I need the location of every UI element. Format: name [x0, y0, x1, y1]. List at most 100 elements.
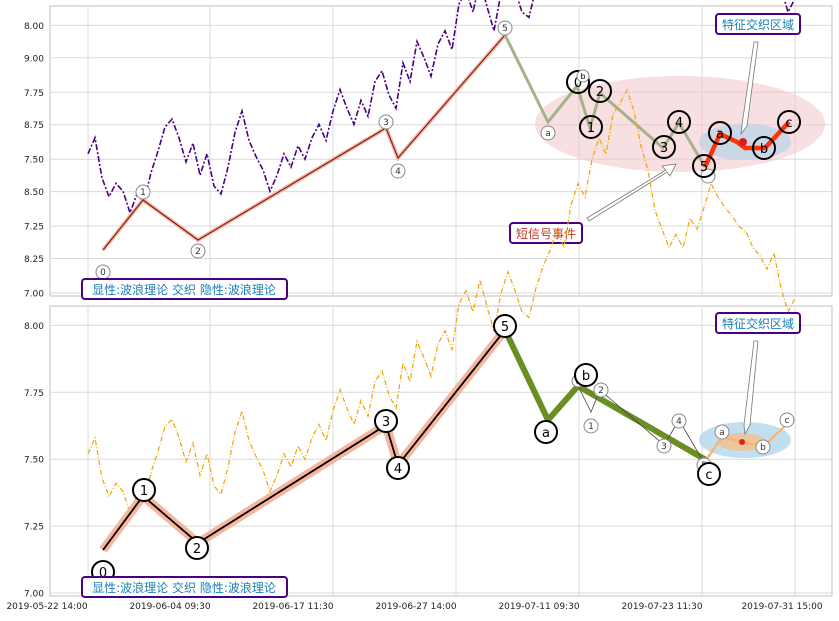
top-big-b-marker [752, 136, 776, 160]
bottom-wave-line [102, 329, 506, 551]
bottom-small-1-label: 1 [588, 422, 594, 432]
top-big-c-label: c [785, 116, 792, 131]
bottom-small-c-marker [779, 412, 795, 428]
bottom-big-1-marker [132, 478, 156, 502]
bottom-price-series [87, 88, 796, 515]
bottom-big-b-label: b [582, 369, 590, 384]
bottom-abc-dot [739, 439, 745, 445]
y-tick-label: 7.75 [24, 89, 44, 99]
top-wave-1-marker [135, 184, 151, 200]
x-tick-label: 2019-07-23 11:30 [621, 602, 702, 612]
top-wave-line [102, 34, 506, 251]
top-big-c-marker [777, 110, 801, 134]
top-big-4-marker [667, 110, 691, 134]
top-wave-a-label: a [545, 129, 551, 139]
top-big-1-label: 1 [587, 121, 595, 136]
top-big-5-label: 5 [700, 160, 708, 175]
bottom-small-4-label: 4 [676, 417, 682, 427]
top-wave-2-label: 2 [195, 247, 201, 257]
y-tick-label: 9.00 [24, 54, 44, 64]
bottom-small-2-marker [593, 382, 609, 398]
bottom-sub-wave [577, 385, 707, 467]
top-big-3-label: 3 [660, 141, 668, 156]
top-big-b-label: b [760, 142, 768, 157]
bottom-small-4-marker [671, 413, 687, 429]
y-tick-label: 7.25 [24, 223, 44, 233]
bottom-region-callout-box [715, 312, 801, 334]
bottom-big-a-marker [534, 420, 558, 444]
top-big-2-marker [588, 79, 612, 103]
bottom-big-c-marker [697, 462, 721, 486]
bottom-small-2-label: 2 [598, 386, 604, 396]
top-caption-box [81, 278, 288, 300]
bottom-abc-wave [502, 328, 708, 463]
x-tick-label: 2019-05-22 14:00 [6, 602, 87, 612]
bottom-big-5-marker [493, 314, 517, 338]
price-line [87, 88, 796, 515]
bottom-small-b-label: b [760, 443, 766, 453]
bottom-big-a-label: a [542, 426, 550, 441]
bottom-big-b-marker [574, 363, 598, 387]
top-event-callout-text: 短信号事件 [516, 227, 576, 241]
x-tick-label: 2019-07-31 15:00 [741, 602, 822, 612]
bottom-small-3-label: 3 [661, 442, 667, 452]
top-wave-4-marker [390, 163, 406, 179]
y-tick-label: 8.50 [24, 188, 44, 198]
y-tick-label: 8.00 [24, 322, 44, 332]
bottom-large-labels: 0 1 2 3 4 5 a b c [91, 314, 721, 584]
top-wave-1-label: 1 [140, 188, 146, 198]
top-big-a-marker [708, 121, 732, 145]
top-big-4-label: 4 [675, 116, 683, 131]
top-big-5-marker [692, 154, 716, 178]
bottom-region-callout-text: 特征交织区域 [722, 316, 794, 331]
top-caption-text: 显性:波浪理论 交织 隐性:波浪理论 [92, 282, 276, 297]
y-tick-label: 7.50 [24, 156, 44, 166]
top-wave-3-label: 3 [383, 118, 389, 128]
price-line [87, 0, 796, 216]
bottom-small-3-marker [656, 438, 672, 454]
x-tick-label: 2019-06-04 09:30 [129, 602, 210, 612]
y-tick-label: 8.75 [24, 121, 44, 131]
bottom-big-c-label: c [705, 468, 712, 483]
top-wave-5-label: 5 [502, 24, 508, 34]
top-big-1-marker [579, 115, 603, 139]
bottom-big-3-label: 3 [382, 415, 390, 430]
top-event-callout-box [509, 222, 583, 244]
top-large-labels: 0 b 1 2 3 4 5 a b c [566, 69, 801, 178]
top-wave-5-marker [497, 20, 513, 36]
top-abc-dot [739, 138, 747, 146]
bottom-small-1-marker [583, 418, 599, 434]
top-small-b-marker [576, 69, 590, 83]
bottom-small-c-label: c [785, 416, 790, 426]
bottom-big-5-label: 5 [501, 320, 509, 335]
x-tick-label: 2019-07-11 09:30 [498, 602, 579, 612]
top-region-callout-text: 特征交织区域 [722, 17, 794, 32]
bottom-big-0-label: 0 [99, 566, 107, 581]
y-tick-label: 7.25 [24, 523, 44, 533]
top-signal-wave [503, 34, 707, 168]
bottom-small-a-label: a [719, 428, 725, 438]
y-tick-label: 7.00 [24, 290, 44, 300]
top-event-arrow [586, 163, 677, 222]
top-big-2-label: 2 [596, 85, 604, 100]
y-tick-label: 8.25 [24, 255, 44, 265]
y-tick-label: 7.75 [24, 389, 44, 399]
top-wave-a-marker [540, 125, 556, 141]
top-big-a-label: a [716, 127, 724, 142]
bottom-big-4-label: 4 [394, 462, 402, 477]
top-wave-3-marker [378, 114, 394, 130]
top-big-0-label: 0 [574, 76, 582, 91]
bottom-big-1-label: 1 [140, 484, 148, 499]
bottom-small-a-marker [714, 424, 730, 440]
top-wave-4-label: 4 [395, 167, 401, 177]
bottom-region-arrow [743, 340, 759, 436]
bottom-caption-text: 显性:波浪理论 交织 隐性:波浪理论 [92, 580, 276, 595]
bottom-big-3-marker [374, 409, 398, 433]
x-tick-labels: 2019-05-22 14:00 2019-06-04 09:30 2019-06-… [6, 602, 822, 612]
bottom-caption-box [81, 576, 288, 598]
bottom-big-2-label: 2 [193, 542, 201, 557]
top-price-series [87, 0, 796, 216]
bottom-big-2-marker [185, 536, 209, 560]
